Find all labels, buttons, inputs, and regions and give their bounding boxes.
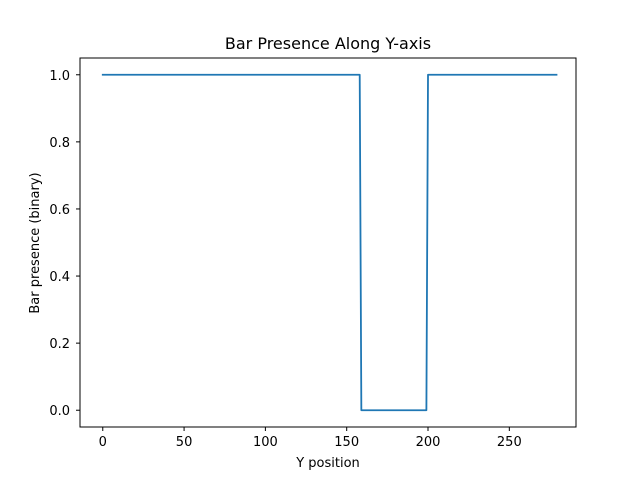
chart-title: Bar Presence Along Y-axis [225, 34, 431, 53]
y-tick-label: 1.0 [49, 69, 70, 84]
x-tick-label: 100 [253, 435, 278, 450]
plot-area: 0 50 100 150 200 250 0.0 0.2 0.4 0.6 0.8 1.0 [49, 57, 577, 450]
x-tick-label: 200 [416, 435, 441, 450]
y-tick-label: 0.4 [49, 270, 70, 285]
y-tick-label: 0.0 [49, 404, 70, 419]
x-tick-label: 0 [99, 435, 107, 450]
y-tick-label: 0.6 [49, 203, 70, 218]
x-tick-label: 50 [176, 435, 193, 450]
y-tick-label: 0.2 [49, 337, 70, 352]
series-line-0 [101, 73, 558, 412]
y-tick-label: 0.8 [49, 136, 70, 151]
y-axis-label: Bar presence (binary) [28, 172, 43, 313]
axes-frame [79, 57, 577, 428]
x-axis-label: Y position [295, 456, 360, 471]
x-tick-label: 150 [334, 435, 359, 450]
x-tick-label: 250 [497, 435, 522, 450]
